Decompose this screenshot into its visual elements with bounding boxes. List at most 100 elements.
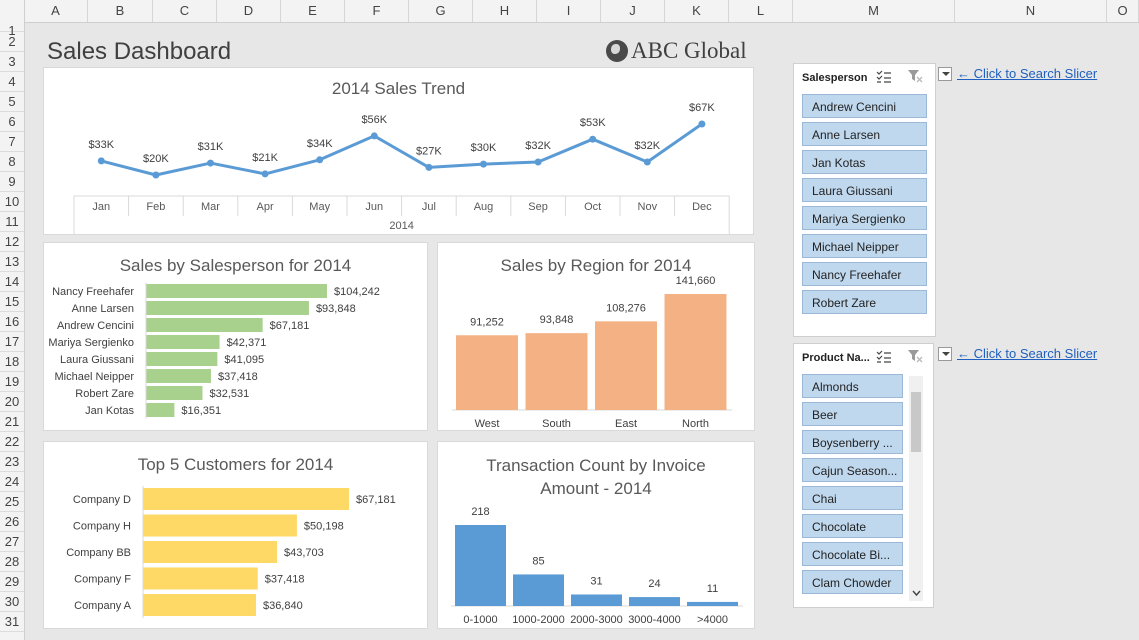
- row-header-27[interactable]: 27: [0, 532, 24, 552]
- slicer-item[interactable]: Michael Neipper: [802, 234, 927, 258]
- slicer-item[interactable]: Chai: [802, 486, 903, 510]
- top-customers-chart[interactable]: Top 5 Customers for 2014 Company D $67,18…: [43, 441, 428, 629]
- row-header-12[interactable]: 12: [0, 232, 24, 252]
- row-header-11[interactable]: 11: [0, 212, 24, 232]
- select-all-corner[interactable]: [0, 0, 25, 22]
- column-header-C[interactable]: C: [153, 0, 217, 22]
- clear-filter-icon[interactable]: [907, 349, 923, 363]
- salesperson-slicer-dropdown[interactable]: [938, 67, 952, 81]
- row-header-29[interactable]: 29: [0, 572, 24, 592]
- slicer-item[interactable]: Laura Giussani: [802, 178, 927, 202]
- row-header-25[interactable]: 25: [0, 492, 24, 512]
- row-header-17[interactable]: 17: [0, 332, 24, 352]
- column-header-B[interactable]: B: [88, 0, 153, 22]
- row-header-28[interactable]: 28: [0, 552, 24, 572]
- category-label: Company A: [74, 600, 132, 612]
- row-header-31[interactable]: 31: [0, 612, 24, 632]
- category-label: Nancy Freehafer: [52, 286, 134, 298]
- clear-filter-icon[interactable]: [907, 69, 923, 83]
- column-header-D[interactable]: D: [217, 0, 281, 22]
- row-header-20[interactable]: 20: [0, 392, 24, 412]
- category-label: South: [542, 418, 571, 430]
- sales-by-salesperson-chart[interactable]: Sales by Salesperson for 2014 Nancy Free…: [43, 242, 428, 431]
- row-header-5[interactable]: 5: [0, 92, 24, 112]
- column-header-J[interactable]: J: [601, 0, 665, 22]
- column-header-G[interactable]: G: [409, 0, 473, 22]
- row-header-23[interactable]: 23: [0, 452, 24, 472]
- slicer-item[interactable]: Clam Chowder: [802, 570, 903, 594]
- sales-trend-chart[interactable]: 2014 Sales Trend $33K Jan $20K Feb $31K Mar $2…: [43, 67, 754, 235]
- column-header-I[interactable]: I: [537, 0, 601, 22]
- multi-select-icon[interactable]: [876, 350, 892, 364]
- multi-select-icon[interactable]: [876, 70, 892, 84]
- scrollbar-thumb[interactable]: [911, 392, 921, 452]
- column-header-L[interactable]: L: [729, 0, 793, 22]
- slicer-item[interactable]: Chocolate Bi...: [802, 542, 903, 566]
- column-header-O[interactable]: O: [1107, 0, 1139, 22]
- sales-by-region-chart[interactable]: Sales by Region for 2014 91,252 West 93,84…: [437, 242, 755, 431]
- category-label: Jan Kotas: [85, 405, 134, 417]
- transaction-count-chart[interactable]: Transaction Count by Invoice Amount - 20…: [437, 441, 755, 629]
- data-label: $56K: [361, 114, 387, 126]
- row-header-1[interactable]: [0, 22, 24, 32]
- row-header-6[interactable]: 6: [0, 112, 24, 132]
- row-header-26[interactable]: 26: [0, 512, 24, 532]
- salesperson-slicer[interactable]: Salesperson Andrew Cencini Anne Larsen Jan…: [793, 63, 936, 337]
- slicer-item[interactable]: Robert Zare: [802, 290, 927, 314]
- data-label: $30K: [471, 142, 497, 154]
- chevron-down-icon[interactable]: [912, 590, 921, 597]
- column-header-E[interactable]: E: [281, 0, 345, 22]
- row-header-19[interactable]: 19: [0, 372, 24, 392]
- category-label: 3000-4000: [628, 614, 681, 626]
- row-header-18[interactable]: 18: [0, 352, 24, 372]
- bar: [146, 301, 309, 315]
- transaction-plot: 218 0-1000 85 1000-2000 31 2000-3000 24 3000-40…: [451, 506, 743, 626]
- product-slicer-dropdown[interactable]: [938, 347, 952, 361]
- row-header-4[interactable]: 4: [0, 72, 24, 92]
- product-slicer[interactable]: Product Na... Almonds Beer Boysenberry ...…: [793, 343, 934, 608]
- slicer-item[interactable]: Boysenberry ...: [802, 430, 903, 454]
- slicer-item[interactable]: Cajun Season...: [802, 458, 903, 482]
- row-header-3[interactable]: 3: [0, 52, 24, 72]
- chart-title-line-1: Transaction Count by Invoice: [486, 456, 706, 475]
- column-header-F[interactable]: F: [345, 0, 409, 22]
- row-header-16[interactable]: 16: [0, 312, 24, 332]
- column-header-N[interactable]: N: [955, 0, 1107, 22]
- region-plot: 91,252 West 93,848 South 108,276 East 141,660 N…: [452, 275, 732, 430]
- slicer-item[interactable]: Nancy Freehafer: [802, 262, 927, 286]
- data-label: 93,848: [540, 314, 574, 326]
- slicer-item[interactable]: Andrew Cencini: [802, 94, 927, 118]
- row-header-2[interactable]: 2: [0, 32, 24, 52]
- row-header-24[interactable]: 24: [0, 472, 24, 492]
- data-label: $32,531: [209, 388, 249, 400]
- slicer-item[interactable]: Mariya Sergienko: [802, 206, 927, 230]
- slicer-item[interactable]: Beer: [802, 402, 903, 426]
- row-header-13[interactable]: 13: [0, 252, 24, 272]
- slicer-item[interactable]: Chocolate: [802, 514, 903, 538]
- row-header-15[interactable]: 15: [0, 292, 24, 312]
- row-header-7[interactable]: 7: [0, 132, 24, 152]
- slicer-item[interactable]: Almonds: [802, 374, 903, 398]
- chart-title: Sales by Salesperson for 2014: [119, 256, 352, 275]
- customers-plot: Company D $67,181 Company H $50,198 Company …: [66, 485, 396, 619]
- data-label: 11: [707, 583, 718, 595]
- row-header-10[interactable]: 10: [0, 192, 24, 212]
- column-header-K[interactable]: K: [665, 0, 729, 22]
- row-header-21[interactable]: 21: [0, 412, 24, 432]
- slicer-item[interactable]: Jan Kotas: [802, 150, 927, 174]
- row-header-14[interactable]: 14: [0, 272, 24, 292]
- column-header-M[interactable]: M: [793, 0, 955, 22]
- category-label: Company BB: [66, 547, 131, 559]
- data-label: $43,703: [284, 547, 324, 559]
- row-header-22[interactable]: 22: [0, 432, 24, 452]
- row-header-9[interactable]: 9: [0, 172, 24, 192]
- data-label: 91,252: [470, 316, 504, 328]
- row-header-30[interactable]: 30: [0, 592, 24, 612]
- slicer-scrollbar[interactable]: [909, 376, 923, 601]
- column-header-A[interactable]: A: [24, 0, 88, 22]
- salesperson-search-link[interactable]: ← Click to Search Slicer: [957, 66, 1098, 81]
- column-header-H[interactable]: H: [473, 0, 537, 22]
- row-header-8[interactable]: 8: [0, 152, 24, 172]
- slicer-item[interactable]: Anne Larsen: [802, 122, 927, 146]
- product-search-link[interactable]: ← Click to Search Slicer: [957, 346, 1098, 361]
